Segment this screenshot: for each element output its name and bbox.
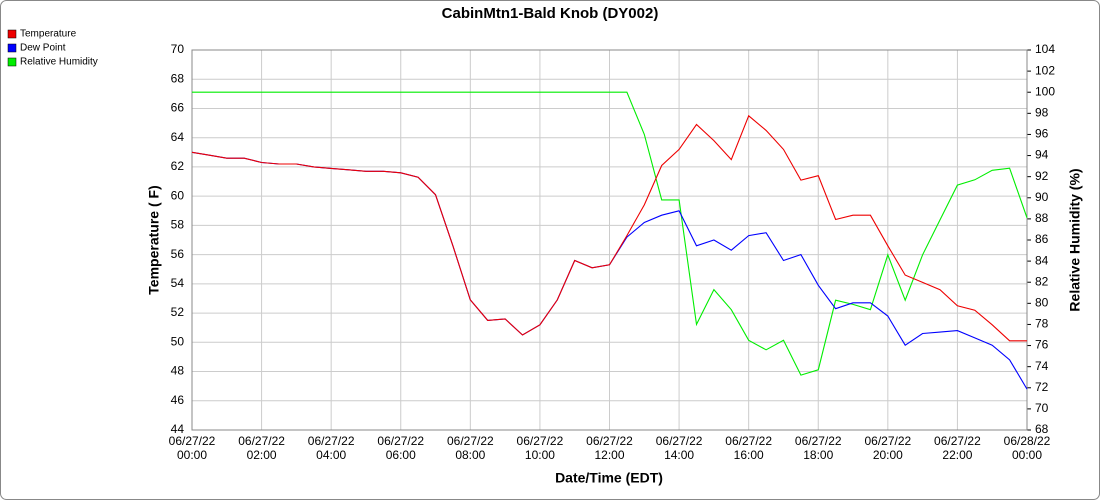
y2-tick-label: 98 (1035, 106, 1049, 120)
y-tick-label: 70 (171, 42, 185, 56)
y2-axis-title: Relative Humidity (%) (1067, 168, 1083, 311)
chart-title: CabinMtn1-Bald Knob (DY002) (442, 5, 659, 22)
x-tick-label: 06/27/22 02:00 (238, 434, 285, 462)
y2-tick-label: 78 (1035, 317, 1049, 331)
y-tick-label: 60 (171, 188, 185, 202)
x-tick-line: 06/27/22 (447, 434, 494, 448)
x-tick-line: 06/27/22 (864, 434, 911, 448)
x-tick-line: 06/27/22 (238, 434, 285, 448)
y-tick-label: 48 (171, 364, 185, 378)
x-tick-label: 06/27/22 18:00 (795, 434, 842, 462)
x-tick-line: 12:00 (594, 448, 624, 462)
x-tick-line: 04:00 (316, 448, 346, 462)
y2-tick-label: 80 (1035, 296, 1049, 310)
y2-tick-label: 94 (1035, 148, 1049, 162)
y2-tick-label: 70 (1035, 401, 1049, 415)
x-axis-title: Date/Time (EDT) (555, 470, 663, 486)
y-tick-label: 46 (171, 393, 185, 407)
x-tick-label: 06/27/22 04:00 (308, 434, 355, 462)
y2-tick-label: 104 (1035, 42, 1055, 56)
x-tick-line: 06/27/22 (795, 434, 842, 448)
y2-tick-label: 82 (1035, 274, 1049, 288)
x-tick-line: 20:00 (873, 448, 903, 462)
x-tick-line: 06/27/22 (934, 434, 981, 448)
x-tick-label: 06/27/22 20:00 (864, 434, 911, 462)
x-tick-line: 14:00 (664, 448, 694, 462)
y-tick-label: 56 (171, 247, 185, 261)
x-tick-line: 06:00 (386, 448, 416, 462)
x-tick-label: 06/27/22 16:00 (725, 434, 772, 462)
y2-tick-label: 88 (1035, 211, 1049, 225)
y-axis-title: Temperature ( F) (146, 185, 162, 294)
y-tick-label: 50 (171, 334, 185, 348)
x-tick-label: 06/27/22 14:00 (656, 434, 703, 462)
y2-tick-label: 100 (1035, 84, 1055, 98)
y2-tick-label: 92 (1035, 169, 1049, 183)
plot-border (191, 49, 1028, 431)
legend-swatch (7, 43, 17, 53)
y-tick-label: 58 (171, 218, 185, 232)
x-tick-line: 00:00 (177, 448, 207, 462)
x-tick-line: 18:00 (803, 448, 833, 462)
legend-swatch (7, 57, 17, 67)
x-tick-line: 06/27/22 (377, 434, 424, 448)
legend-label: Temperature (20, 29, 77, 40)
x-tick-line: 06/27/22 (517, 434, 564, 448)
y-tick-label: 68 (171, 71, 185, 85)
x-tick-line: 06/27/22 (586, 434, 633, 448)
y2-tick-label: 68 (1035, 422, 1049, 436)
x-tick-label: 06/27/22 00:00 (169, 434, 216, 462)
x-tick-label: 06/27/22 06:00 (377, 434, 424, 462)
x-tick-label: 06/27/22 22:00 (934, 434, 981, 462)
x-tick-line: 06/28/22 (1004, 434, 1051, 448)
y2-tick-label: 84 (1035, 253, 1049, 267)
legend-label: Relative Humidity (20, 57, 98, 68)
x-tick-line: 06/27/22 (656, 434, 703, 448)
y2-tick-label: 72 (1035, 380, 1049, 394)
series-line (192, 91, 1028, 376)
x-tick-line: 16:00 (734, 448, 764, 462)
y2-tick-label: 76 (1035, 338, 1049, 352)
x-tick-line: 06/27/22 (725, 434, 772, 448)
y-tick-label: 52 (171, 305, 185, 319)
x-tick-line: 06/27/22 (169, 434, 216, 448)
x-tick-label: 06/27/22 12:00 (586, 434, 633, 462)
y-tick-label: 66 (171, 101, 185, 115)
y2-tick-label: 74 (1035, 359, 1049, 373)
x-tick-label: 06/27/22 10:00 (517, 434, 564, 462)
y2-tick-label: 96 (1035, 127, 1049, 141)
legend-label: Dew Point (20, 43, 66, 54)
legend-swatch (7, 29, 17, 39)
y-tick-label: 54 (171, 276, 185, 290)
x-tick-line: 22:00 (942, 448, 972, 462)
series-line (191, 114, 1027, 342)
y-tick-label: 64 (171, 130, 185, 144)
x-tick-line: 00:00 (1012, 448, 1042, 462)
y2-tick-label: 102 (1035, 63, 1055, 77)
x-tick-label: 06/28/22 00:00 (1004, 434, 1051, 462)
y-tick-label: 44 (171, 422, 185, 436)
y2-tick-label: 90 (1035, 190, 1049, 204)
x-tick-line: 02:00 (247, 448, 277, 462)
x-tick-line: 06/27/22 (308, 434, 355, 448)
y-tick-label: 62 (171, 159, 185, 173)
x-tick-label: 06/27/22 08:00 (447, 434, 494, 462)
x-tick-line: 10:00 (525, 448, 555, 462)
x-tick-line: 08:00 (455, 448, 485, 462)
y2-tick-label: 86 (1035, 232, 1049, 246)
